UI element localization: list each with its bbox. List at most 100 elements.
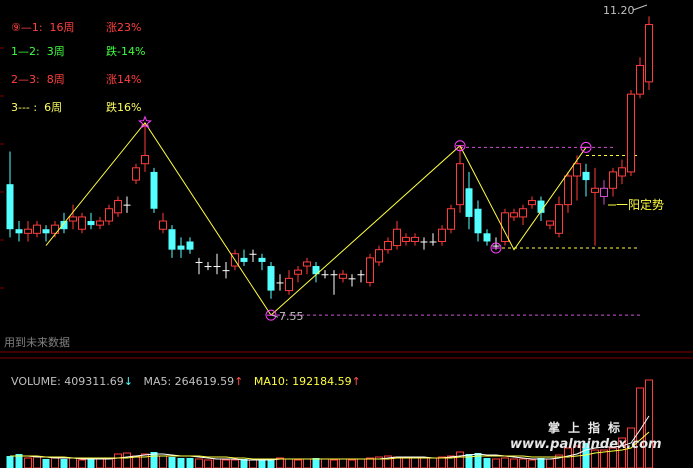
- volume-bar: [60, 459, 68, 468]
- candle-body: [294, 269, 302, 275]
- volume-bar: [564, 447, 572, 468]
- volume-bar: [366, 457, 374, 468]
- candle: [339, 270, 347, 283]
- ma5-up-arrow-icon: ↑: [234, 375, 244, 388]
- candle-body: [213, 266, 221, 268]
- price-candles: [6, 16, 653, 299]
- candle-body: [51, 224, 59, 234]
- volume-bar: [123, 452, 131, 468]
- volume-bar: [231, 459, 239, 468]
- candle-body: [483, 233, 491, 242]
- volume-bar: [501, 457, 509, 468]
- volume-bar: [15, 454, 23, 468]
- volume-bar: [114, 453, 122, 468]
- circle-marker-icon: [490, 242, 502, 254]
- legend-row-3-label: 2—3: 8周: [11, 73, 65, 86]
- candle: [186, 237, 194, 254]
- candle-body: [609, 171, 617, 189]
- volume-bar: [348, 459, 356, 468]
- candle-body: [150, 171, 158, 209]
- watermark-cn: 掌上指标: [548, 421, 629, 435]
- candle: [456, 147, 464, 213]
- volume-bar: [510, 458, 518, 468]
- candle-body: [447, 208, 455, 230]
- volume-bar: [312, 458, 320, 468]
- volume-bar: [447, 455, 455, 468]
- candle: [519, 204, 527, 226]
- candle-body: [321, 274, 329, 276]
- candle: [312, 261, 320, 283]
- volume-bar: [213, 458, 221, 468]
- candle: [132, 163, 140, 185]
- star-marker-icon: [137, 115, 153, 129]
- volume-bar: [573, 445, 581, 468]
- legend-row-1: ⑨—1: 16周 涨23%: [4, 6, 141, 35]
- circle-marker-icon: [265, 309, 277, 321]
- volume-bar: [159, 455, 167, 468]
- candle: [141, 122, 149, 172]
- candle: [33, 221, 41, 238]
- candle-body: [33, 224, 41, 234]
- candle: [267, 261, 275, 299]
- volume-bar: [438, 456, 446, 468]
- candle: [474, 200, 482, 242]
- candle: [78, 212, 86, 234]
- candle-body: [222, 270, 230, 272]
- candle: [204, 261, 212, 271]
- volume-bar: [330, 459, 338, 468]
- legend-row-2: 1—2: 3周 跌-14%: [4, 30, 145, 59]
- candle: [429, 233, 437, 246]
- candle-body: [141, 155, 149, 165]
- candle-body: [114, 200, 122, 214]
- low-price-label: 7.55: [279, 310, 304, 323]
- candle-body: [618, 167, 626, 177]
- candle-body: [591, 187, 599, 193]
- candle: [177, 237, 185, 258]
- candle-body: [96, 220, 104, 226]
- volume-bar: [222, 459, 230, 468]
- candle: [618, 159, 626, 185]
- candle-body: [357, 274, 365, 276]
- wave-markers: [137, 115, 592, 321]
- volume-bar: [645, 379, 653, 468]
- candle: [276, 274, 284, 291]
- candle: [420, 237, 428, 250]
- volume-bar: [591, 449, 599, 468]
- legend-row-1-change: 涨23%: [106, 21, 142, 34]
- volume-bars: [6, 379, 653, 468]
- volume-bar: [429, 457, 437, 468]
- watermark-url: www.palmindex.com: [510, 437, 662, 452]
- candle-body: [636, 64, 644, 95]
- candle: [24, 221, 32, 242]
- volume-bar: [618, 437, 626, 468]
- candle: [573, 155, 581, 201]
- circle-marker-icon: [454, 140, 466, 152]
- candle: [402, 233, 410, 246]
- candle-body: [330, 274, 338, 276]
- candle-body: [123, 204, 131, 206]
- candle-body: [42, 229, 50, 234]
- volume-bar: [267, 459, 275, 468]
- candle: [15, 221, 23, 242]
- volume-value: VOLUME: 409311.69: [11, 375, 124, 388]
- candle: [321, 270, 329, 279]
- volume-bar: [555, 454, 563, 468]
- candle-body: [627, 93, 635, 173]
- candle: [294, 266, 302, 283]
- candle-body: [510, 212, 518, 218]
- candle: [42, 225, 50, 242]
- candle-body: [555, 204, 563, 234]
- candle: [438, 225, 446, 246]
- candle: [546, 220, 554, 230]
- volume-bar: [384, 455, 392, 468]
- candle: [240, 249, 248, 267]
- candle-body: [69, 216, 77, 222]
- volume-ma10-line: [10, 431, 650, 460]
- volume-bar: [636, 387, 644, 468]
- volume-bar: [168, 457, 176, 468]
- candle-body: [519, 208, 527, 218]
- volume-bar: [276, 457, 284, 468]
- ma10-up-arrow-icon: ↑: [351, 375, 361, 388]
- candle-body: [492, 245, 500, 247]
